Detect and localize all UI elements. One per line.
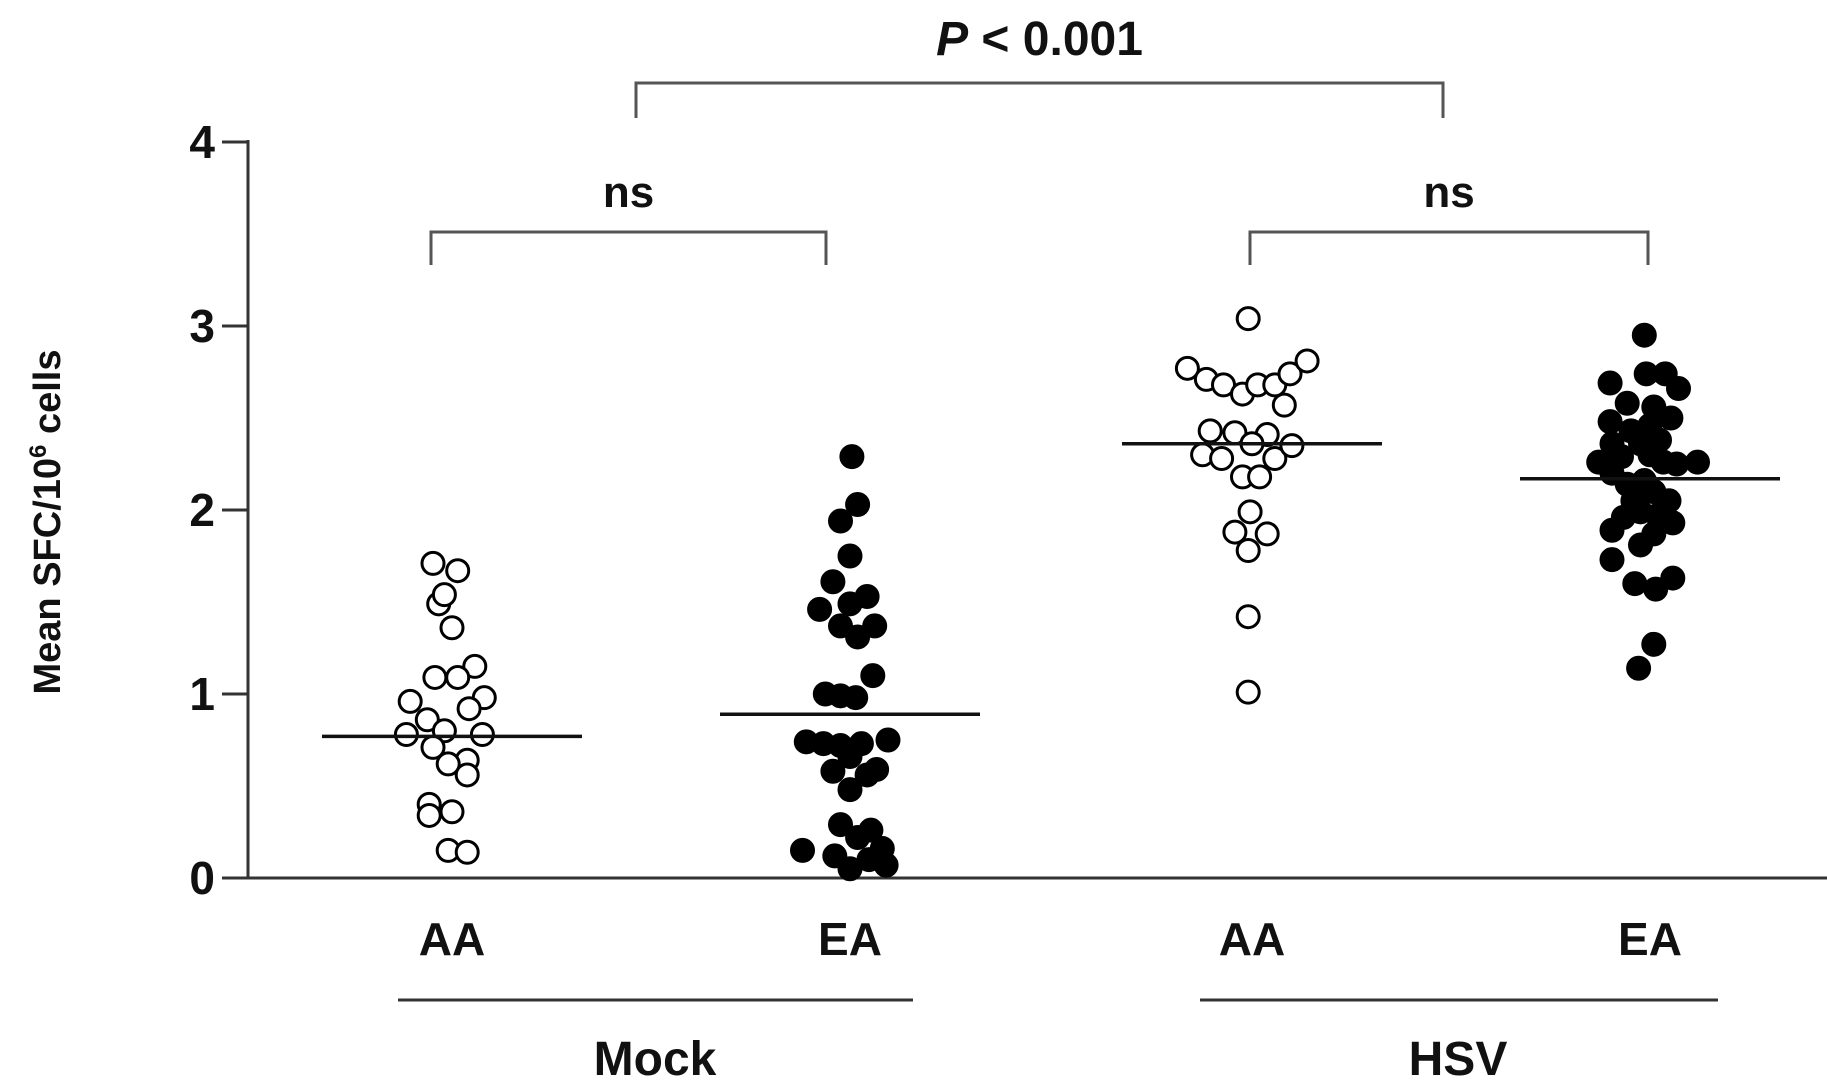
filled-point bbox=[1597, 370, 1623, 396]
open-point bbox=[431, 582, 457, 608]
filled-point bbox=[845, 624, 871, 650]
filled-point bbox=[1631, 322, 1657, 348]
open-point bbox=[422, 664, 448, 690]
category-label: AA bbox=[419, 913, 485, 965]
filled-point bbox=[1622, 571, 1648, 597]
filled-point bbox=[1597, 409, 1623, 435]
filled-point bbox=[828, 508, 853, 534]
open-point bbox=[454, 762, 480, 788]
open-point bbox=[1294, 348, 1320, 374]
filled-point bbox=[1614, 390, 1640, 416]
open-point bbox=[420, 550, 446, 576]
filled-point bbox=[1666, 376, 1691, 402]
open-point bbox=[414, 707, 440, 733]
labels: Mean SFC/106 cells AA EA AA EA Mock HSV P < 0.0… bbox=[25, 13, 1682, 1086]
ns-label: ns bbox=[1423, 168, 1474, 217]
filled-point bbox=[1626, 655, 1652, 681]
filled-point bbox=[864, 756, 890, 782]
bracket-line bbox=[429, 230, 828, 265]
filled-point bbox=[828, 613, 853, 639]
filled-point bbox=[1660, 565, 1686, 591]
open-point bbox=[1254, 521, 1280, 547]
open-point bbox=[1271, 392, 1297, 418]
open-point bbox=[1235, 604, 1261, 630]
category-label: AA bbox=[1219, 913, 1285, 965]
filled-point bbox=[873, 852, 899, 878]
open-point bbox=[397, 688, 423, 714]
bracket-line bbox=[1248, 230, 1650, 265]
filled-point bbox=[1664, 451, 1690, 477]
y-tick-label: 1 bbox=[189, 668, 215, 720]
open-point bbox=[1197, 418, 1223, 444]
filled-point bbox=[858, 817, 884, 843]
filled-point bbox=[860, 663, 886, 689]
open-point bbox=[1237, 499, 1263, 525]
open-point bbox=[1235, 679, 1261, 705]
open-point bbox=[416, 802, 442, 828]
filled-point bbox=[1599, 517, 1625, 543]
open-point bbox=[1235, 306, 1261, 332]
open-point bbox=[439, 799, 465, 825]
filled-point bbox=[854, 583, 880, 609]
open-point bbox=[435, 751, 461, 777]
open-point bbox=[1222, 519, 1248, 545]
significance-brackets bbox=[429, 81, 1650, 265]
open-point bbox=[1262, 445, 1288, 471]
p-value-label: P < 0.001 bbox=[936, 13, 1143, 66]
filled-point bbox=[820, 758, 846, 784]
group-label: HSV bbox=[1409, 1033, 1508, 1086]
median-lines bbox=[322, 442, 1780, 739]
open-point bbox=[469, 721, 495, 747]
open-point bbox=[462, 653, 488, 679]
category-label: EA bbox=[1618, 913, 1682, 965]
open-point bbox=[1235, 537, 1261, 563]
open-point bbox=[445, 558, 471, 584]
filled-point bbox=[1641, 631, 1667, 657]
open-point bbox=[1209, 445, 1235, 471]
filled-point bbox=[1660, 510, 1686, 536]
filled-point bbox=[1599, 547, 1625, 573]
filled-point bbox=[820, 569, 846, 595]
bracket-line bbox=[634, 81, 1445, 118]
ns-label: ns bbox=[603, 168, 654, 217]
filled-point bbox=[843, 685, 869, 711]
filled-point bbox=[837, 744, 863, 770]
filled-point bbox=[807, 596, 833, 622]
open-point bbox=[393, 721, 419, 747]
filled-point bbox=[1658, 405, 1684, 431]
category-label: EA bbox=[818, 913, 882, 965]
filled-point bbox=[837, 543, 863, 569]
filled-point bbox=[845, 491, 871, 517]
open-point bbox=[439, 615, 465, 641]
filled-point bbox=[828, 812, 853, 838]
filled-point bbox=[1643, 576, 1669, 602]
filled-point bbox=[875, 727, 901, 753]
open-point bbox=[445, 664, 471, 690]
filled-point bbox=[862, 613, 888, 639]
data-points bbox=[393, 306, 1710, 882]
y-tick-label: 4 bbox=[189, 116, 215, 168]
open-point bbox=[456, 696, 482, 722]
filled-point bbox=[839, 444, 865, 470]
y-axis-label: Mean SFC/106 cells bbox=[25, 350, 69, 695]
filled-point bbox=[790, 837, 815, 863]
group-label: Mock bbox=[594, 1033, 717, 1086]
open-point bbox=[1174, 355, 1200, 381]
filled-point bbox=[837, 777, 863, 803]
open-point bbox=[1247, 464, 1273, 490]
open-point bbox=[454, 839, 480, 865]
y-tick-label: 2 bbox=[189, 484, 215, 536]
open-point bbox=[1277, 361, 1303, 387]
axes: 0 1 2 3 4 bbox=[189, 116, 1827, 1002]
filled-point bbox=[1685, 449, 1710, 475]
open-point bbox=[1279, 433, 1305, 459]
y-tick-label: 0 bbox=[189, 852, 215, 904]
filled-point bbox=[1641, 521, 1667, 547]
y-tick-label: 3 bbox=[189, 300, 215, 352]
